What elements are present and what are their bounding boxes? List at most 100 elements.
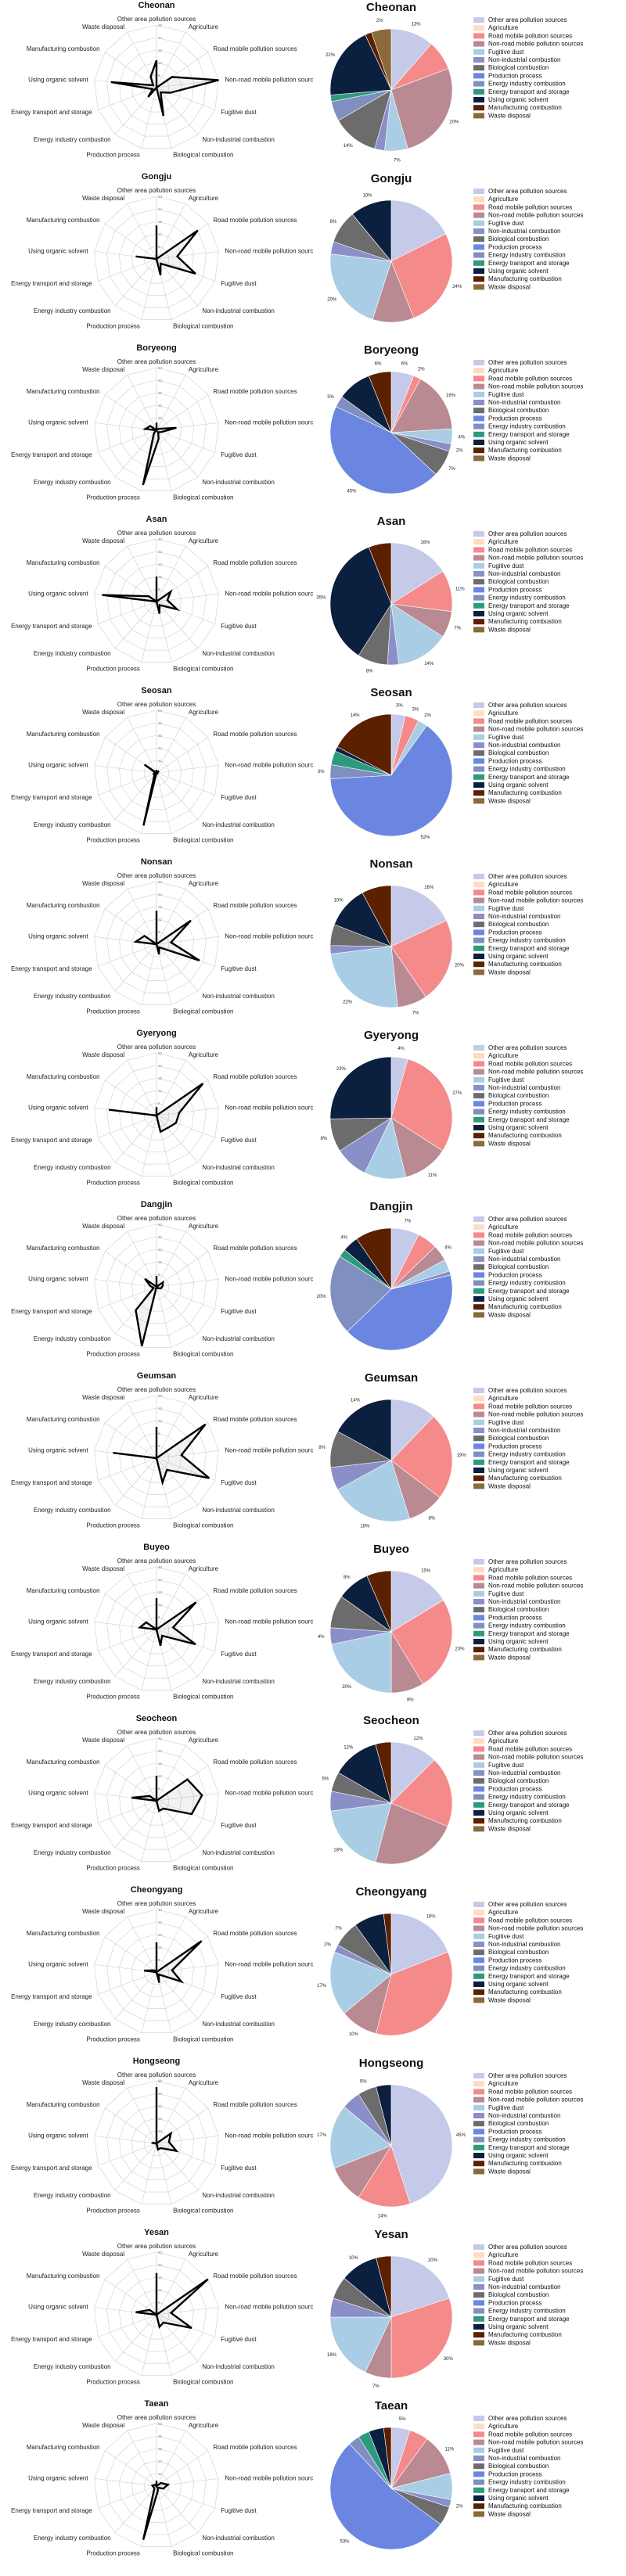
legend-swatch	[473, 2244, 484, 2250]
radar-chart: Seosan 12 24 36 48 60 Other area pollution sou…	[0, 685, 320, 857]
radar-axis-label: Fugitive dust	[221, 1651, 257, 1658]
legend-swatch	[473, 1778, 484, 1784]
legend-entry: Energy industry combustion	[488, 766, 566, 773]
pie-data-label: 14%	[344, 144, 354, 149]
legend-swatch	[473, 65, 484, 71]
radar-axis-label: Energy transport and storage	[11, 2336, 92, 2343]
radar-axis-label: Fugitive dust	[221, 2165, 257, 2172]
radar-axis-label: Other area pollution sources	[117, 872, 196, 879]
radar-axis-label: Manufacturing combustion	[27, 2101, 100, 2108]
legend-entry: Manufacturing combustion	[488, 447, 562, 454]
radar-grid-ring	[131, 918, 182, 969]
pie-slice	[338, 89, 392, 149]
region-panel: Taean 12 24 36 48 60 Other area pollution sour…	[0, 2398, 626, 2570]
legend-entry: Using organic solvent	[488, 2495, 549, 2502]
radar-axis-label: Non-road mobile pollution sources	[225, 2132, 313, 2139]
pie-slice	[390, 920, 453, 997]
radar-axis-label: Using organic solvent	[28, 1104, 88, 1111]
radar-spoke	[156, 258, 199, 307]
radar-tick-label: 30	[158, 2251, 163, 2254]
radar-tick-label: 30	[158, 1565, 163, 1569]
radar-tick-label: 24	[158, 562, 163, 566]
radar-title: Yesan	[144, 2228, 169, 2237]
legend-swatch	[473, 1746, 484, 1752]
pie-title: Seocheon	[363, 1714, 419, 1727]
legend-entry: Non-road mobile pollution sources	[488, 41, 583, 48]
radar-axis-label: Fugitive dust	[221, 1822, 257, 1829]
legend-entry: Energy transport and storage	[488, 945, 570, 952]
radar-spoke	[156, 601, 199, 649]
legend-entry: Fugitive dust	[488, 391, 524, 398]
legend-swatch	[473, 1419, 484, 1425]
legend-entry: Non-industrial combustion	[488, 56, 561, 63]
radar-axis-label: Energy industry combustion	[34, 1849, 111, 1856]
pie-data-label: 7%	[412, 1011, 419, 1016]
legend-entry: Biological combustion	[488, 235, 549, 243]
radar-spoke	[156, 2485, 199, 2534]
legend-entry: Road mobile pollution sources	[488, 375, 572, 382]
radar-axis-label: Waste disposal	[82, 1394, 124, 1401]
legend-swatch	[473, 1997, 484, 2003]
pie-slice	[390, 68, 453, 149]
legend-entry: Biological combustion	[488, 1949, 549, 1956]
radar-axis-label: Road mobile pollution sources	[213, 45, 297, 52]
radar-axis-label: Non-industrial combustion	[202, 1849, 275, 1856]
legend-swatch	[473, 1802, 484, 1808]
legend-swatch	[473, 2316, 484, 2322]
legend-entry: Non-road mobile pollution sources	[488, 2096, 583, 2104]
radar-axis-label: Using organic solvent	[28, 590, 88, 597]
radar-axis-label: Production process	[86, 2549, 139, 2556]
legend-entry: Energy industry combustion	[488, 1965, 566, 1972]
radar-axis-label: Waste disposal	[82, 2079, 124, 2086]
radar-axis-label: Fugitive dust	[221, 280, 257, 287]
pie-svg: Taean 5% 11% 2% 53% Other area pollution sour…	[329, 2399, 583, 2550]
legend-entry: Road mobile pollution sources	[488, 546, 572, 553]
region-panel: Yesan 6 12 18 24 30 Other area pollution sourc…	[0, 2227, 626, 2398]
legend-swatch	[473, 1069, 484, 1075]
radar-spoke	[104, 1422, 157, 1459]
radar-axis-label: Fugitive dust	[221, 1308, 257, 1315]
pie-slice	[351, 199, 392, 262]
pie-chart: Boryeong 6% 2% 16% 4% 2% 7% 45% 3% 6% Other area p…	[313, 343, 626, 514]
legend-entry: Production process	[488, 2128, 541, 2135]
radar-grid-ring	[106, 1579, 207, 1679]
radar-axis-label: Energy industry combustion	[34, 2021, 111, 2028]
radar-axis-label: Waste disposal	[82, 195, 124, 202]
legend-swatch	[473, 882, 484, 888]
radar-axis-label: Road mobile pollution sources	[213, 1587, 297, 1594]
radar-series-line	[135, 225, 199, 275]
legend-swatch	[473, 2471, 484, 2477]
radar-tick-label: 12	[158, 232, 163, 236]
legend-swatch	[473, 1451, 484, 1457]
legend-entry: Energy transport and storage	[488, 1116, 570, 1123]
legend-swatch	[473, 2144, 484, 2150]
radar-tick-label: 50	[158, 366, 163, 370]
legend-entry: Energy transport and storage	[488, 1802, 570, 1809]
legend-swatch	[473, 360, 484, 365]
radar-axis-label: Waste disposal	[82, 709, 124, 716]
radar-axis-label: Non-road mobile pollution sources	[225, 590, 313, 597]
radar-grid-ring	[143, 1445, 170, 1471]
legend-entry: Road mobile pollution sources	[488, 889, 572, 896]
radar-grid-ring	[118, 906, 195, 981]
legend-entry: Energy industry combustion	[488, 423, 566, 430]
radar-tick-label: 32	[158, 550, 163, 554]
legend-entry: Production process	[488, 1785, 541, 1792]
radar-grid-ring	[131, 1946, 182, 1997]
legend-entry: Manufacturing combustion	[488, 1817, 562, 1824]
legend-swatch	[473, 1248, 484, 1254]
legend-entry: Agriculture	[488, 538, 519, 545]
radar-spoke	[156, 1971, 215, 1995]
legend-swatch	[473, 1388, 484, 1393]
radar-axis-label: Other area pollution sources	[117, 1386, 196, 1393]
legend-entry: Using organic solvent	[488, 781, 549, 789]
legend-swatch	[473, 2292, 484, 2298]
legend-entry: Agriculture	[488, 2423, 519, 2430]
radar-axis-label: Using organic solvent	[28, 1618, 88, 1625]
legend-swatch	[473, 1973, 484, 1979]
pie-slice	[329, 2316, 392, 2373]
radar-axis-label: Manufacturing combustion	[27, 45, 100, 52]
radar-axis-label: Other area pollution sources	[117, 358, 196, 365]
radar-series-line	[133, 911, 200, 961]
